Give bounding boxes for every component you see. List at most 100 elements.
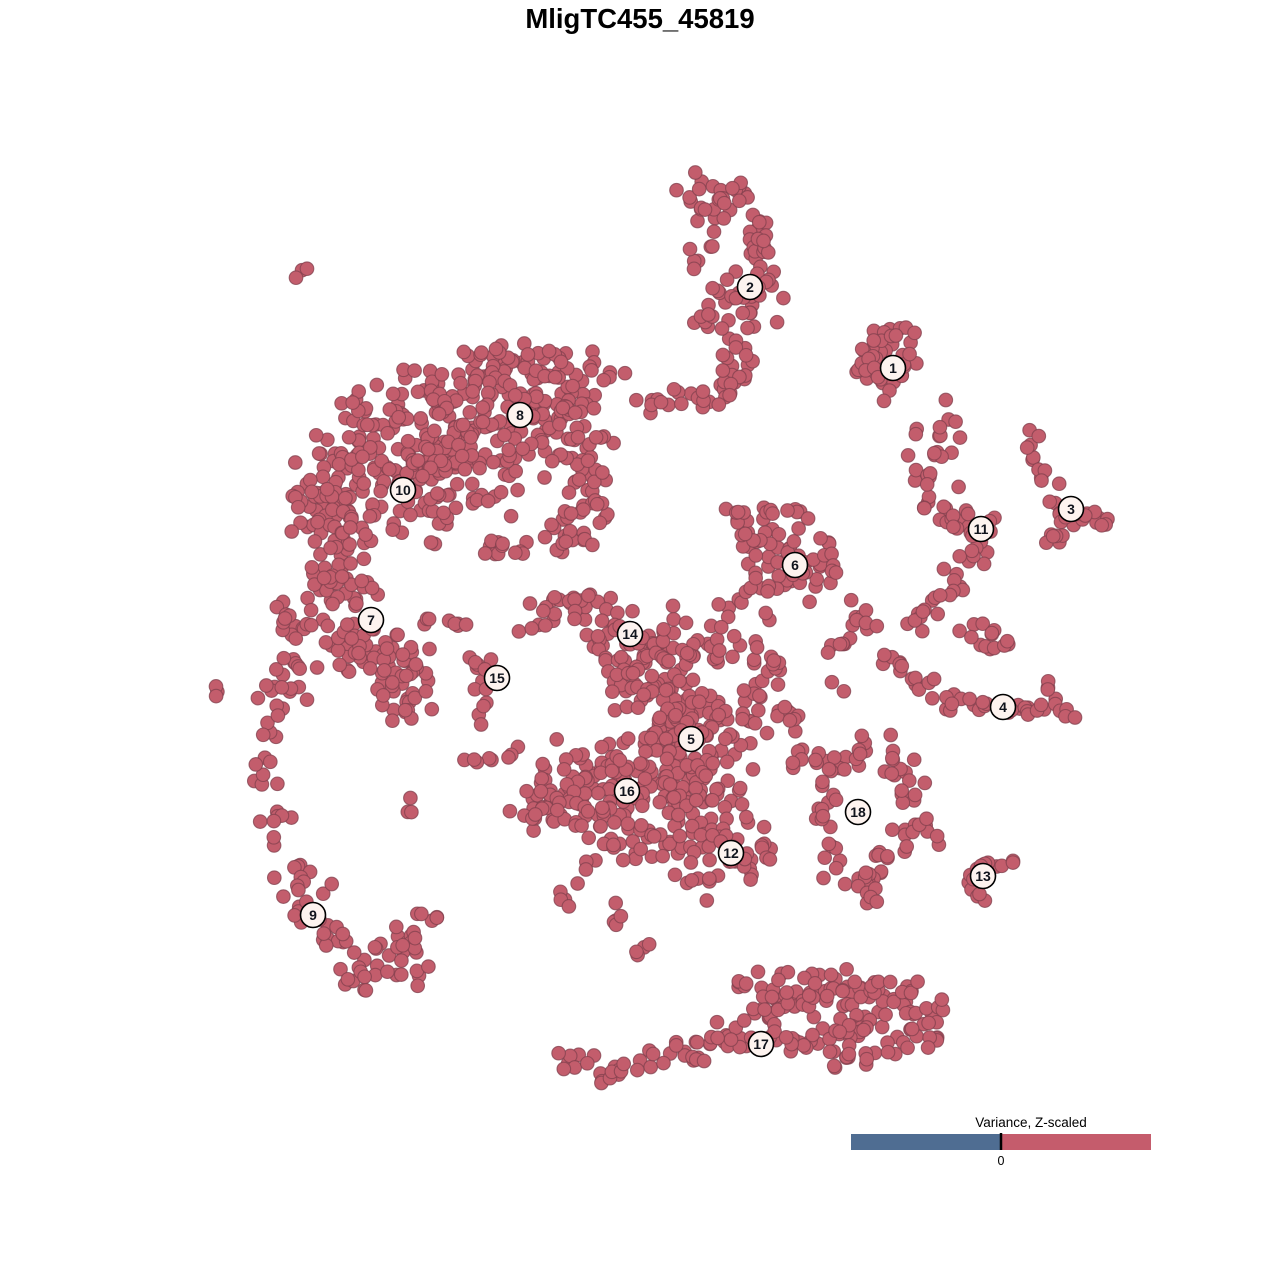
data-point <box>415 468 430 484</box>
data-point <box>920 1040 936 1055</box>
data-point <box>362 661 378 676</box>
data-point <box>448 500 464 516</box>
data-point <box>823 967 839 983</box>
data-point <box>277 611 293 626</box>
data-point <box>667 867 683 883</box>
data-point <box>719 272 735 288</box>
data-point <box>385 522 401 538</box>
data-point <box>656 621 671 637</box>
data-point <box>936 561 952 577</box>
data-point <box>670 807 686 823</box>
data-point <box>767 1024 782 1039</box>
data-point <box>422 641 437 657</box>
data-point <box>303 602 319 618</box>
data-point <box>395 647 411 662</box>
cluster-label-circle <box>781 551 809 579</box>
data-point <box>952 623 967 639</box>
data-point <box>380 425 395 441</box>
data-point <box>488 341 504 357</box>
data-point <box>574 818 589 834</box>
data-point <box>380 964 395 980</box>
data-point <box>340 971 356 987</box>
data-point <box>836 683 852 699</box>
data-point <box>976 556 992 572</box>
data-point <box>515 441 531 457</box>
data-point <box>672 828 688 844</box>
data-point <box>747 715 763 731</box>
data-point <box>549 802 565 818</box>
data-point <box>393 967 409 982</box>
data-point <box>633 841 649 857</box>
data-point <box>750 964 766 980</box>
cluster-label-circle <box>736 273 764 301</box>
data-point <box>427 423 442 439</box>
data-point <box>907 325 922 341</box>
data-point <box>1042 494 1058 510</box>
cluster-label-number: 7 <box>367 612 375 628</box>
data-point <box>709 1014 725 1030</box>
data-point <box>1067 710 1083 725</box>
data-point <box>791 521 806 536</box>
cluster-label-number: 2 <box>746 279 754 295</box>
cluster-label-number: 5 <box>687 731 695 747</box>
cluster-label-10: 10 <box>389 476 417 504</box>
data-point <box>397 702 413 718</box>
data-point <box>576 502 591 517</box>
data-point <box>453 375 468 391</box>
data-point <box>699 893 715 908</box>
data-point <box>662 777 678 792</box>
data-point <box>952 430 968 445</box>
data-point <box>351 645 366 661</box>
data-point <box>715 363 731 378</box>
data-point <box>705 755 721 771</box>
data-point <box>782 713 798 728</box>
data-point <box>276 889 291 904</box>
data-point <box>902 346 917 362</box>
data-point <box>780 964 796 980</box>
data-point <box>475 400 491 415</box>
colorbar-legend: Variance, Z-scaled 0 <box>851 1115 1151 1168</box>
data-point <box>292 661 308 677</box>
data-point <box>705 239 720 254</box>
data-point <box>714 321 730 336</box>
data-point <box>570 876 585 891</box>
data-point <box>549 732 565 747</box>
data-point <box>843 592 859 608</box>
data-point <box>544 453 560 469</box>
data-point <box>841 1046 857 1062</box>
cluster-label-1: 1 <box>879 354 907 382</box>
data-point <box>903 985 919 1001</box>
data-point <box>1019 440 1035 455</box>
data-point <box>570 429 586 445</box>
data-point <box>740 320 755 336</box>
data-point <box>357 969 372 985</box>
data-point <box>689 1034 705 1050</box>
data-point <box>645 1046 661 1062</box>
data-point <box>414 906 429 922</box>
data-point <box>711 643 727 658</box>
data-point <box>682 190 697 205</box>
cluster-label-number: 9 <box>309 907 317 923</box>
data-point <box>916 500 932 516</box>
data-point <box>537 470 552 485</box>
cluster-label-6: 6 <box>781 551 809 579</box>
data-point <box>526 823 541 838</box>
data-point <box>431 406 447 422</box>
data-point <box>595 465 610 480</box>
data-point <box>884 822 900 838</box>
data-point <box>745 762 761 777</box>
data-point <box>580 803 596 819</box>
cluster-label-number: 8 <box>516 407 524 423</box>
data-point <box>1033 697 1049 713</box>
data-point <box>421 959 436 974</box>
data-point <box>266 829 282 845</box>
data-point <box>255 727 271 743</box>
data-point <box>828 792 844 808</box>
data-point <box>615 852 631 868</box>
data-point <box>486 454 501 470</box>
data-point <box>335 926 351 942</box>
cluster-label-16: 16 <box>613 777 641 805</box>
data-point <box>359 417 375 433</box>
data-point <box>771 972 786 988</box>
data-point <box>362 440 378 455</box>
